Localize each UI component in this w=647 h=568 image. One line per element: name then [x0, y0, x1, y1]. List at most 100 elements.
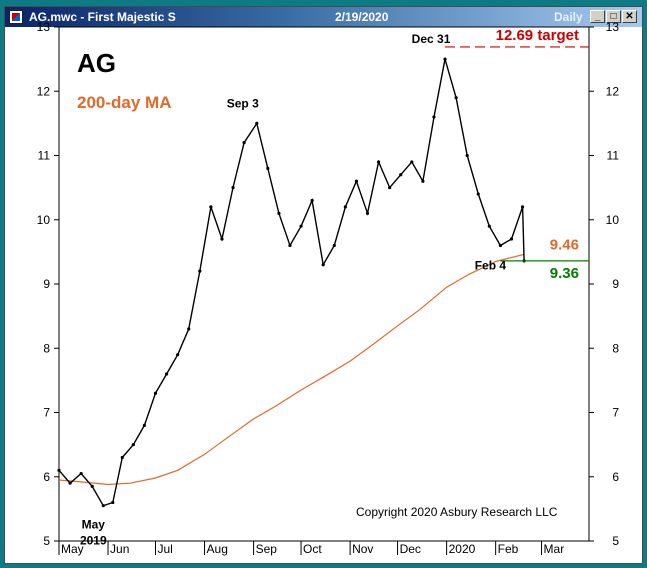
- app-icon[interactable]: [9, 10, 23, 24]
- stock-chart[interactable]: 5 6 7 8 9 10 11 12 13 5 6 7 8 9 10 11 12 13 May Jun Jul Aug…: [5, 7, 642, 563]
- price-point: [220, 237, 224, 241]
- y-tick-label-right: 5: [612, 534, 619, 548]
- price-point: [365, 211, 370, 215]
- y-tick-label-left: 9: [43, 277, 50, 291]
- target-label: 12.69 target: [496, 27, 579, 44]
- price-point: [465, 153, 469, 158]
- price-point: [487, 224, 491, 228]
- month-label: 2020: [449, 542, 476, 556]
- y-tick-label-left: 6: [43, 470, 50, 484]
- price-point: [343, 205, 347, 209]
- title-bar[interactable]: AG.mwc - First Majestic S 2/19/2020 Dail…: [5, 7, 642, 27]
- y-tick-label-right: 10: [606, 213, 620, 227]
- y-tick-label-left: 12: [37, 84, 51, 98]
- y-axis-right: 5 6 7 8 9 10 11 12 13: [589, 20, 619, 548]
- price-point: [187, 327, 191, 331]
- price-series: [57, 57, 526, 508]
- price-line: [58, 58, 525, 507]
- event-label: Sep 3: [227, 96, 259, 110]
- month-label: Sep: [256, 542, 278, 556]
- ma-series: [58, 253, 525, 486]
- price-point: [299, 224, 303, 228]
- price-point: [164, 372, 169, 376]
- price-point: [198, 269, 202, 273]
- price-point: [142, 423, 147, 427]
- window-title: AG.mwc - First Majestic S: [29, 10, 176, 24]
- y-tick-label-right: 8: [612, 341, 619, 355]
- price-point: [410, 160, 414, 164]
- ma-line: [58, 253, 525, 486]
- price-point: [388, 186, 392, 190]
- price-point: [242, 141, 246, 145]
- y-tick-label-left: 13: [37, 20, 51, 34]
- close-button[interactable]: ✕: [622, 10, 637, 23]
- month-label: Dec: [400, 542, 421, 556]
- price-point: [255, 121, 259, 125]
- chart-title: AG: [77, 48, 116, 78]
- window-frequency: Daily: [554, 10, 583, 24]
- y-tick-label-right: 11: [607, 149, 620, 163]
- price-point: [131, 443, 135, 447]
- price-point: [231, 186, 235, 190]
- month-label: Aug: [207, 542, 228, 556]
- price-point: [498, 243, 503, 248]
- chart-window: AG.mwc - First Majestic S 2/19/2020 Dail…: [4, 6, 643, 564]
- event-sublabel: 2019: [80, 534, 107, 548]
- month-label: Mar: [544, 542, 565, 556]
- price-point: [454, 96, 458, 100]
- price-point: [432, 115, 436, 119]
- support-label: 9.36: [550, 265, 579, 282]
- price-point: [476, 192, 480, 196]
- y-tick-label-right: 12: [606, 84, 620, 98]
- price-point: [57, 468, 61, 472]
- price-point: [79, 471, 83, 476]
- y-tick-label-left: 10: [37, 213, 51, 227]
- y-tick-label-left: 7: [43, 406, 50, 420]
- chart-subtitle: 200-day MA: [77, 93, 171, 112]
- price-point: [288, 243, 292, 248]
- price-point: [277, 211, 281, 215]
- event-label: May: [82, 518, 106, 532]
- price-point: [354, 179, 359, 183]
- annotations: 12.69 target 9.36 9.46 Sep 3 Dec 31 Feb 4 May 2…: [80, 27, 589, 548]
- month-label: Jul: [158, 542, 173, 556]
- price-point: [176, 353, 180, 357]
- y-tick-label-right: 6: [612, 470, 619, 484]
- y-tick-label-left: 11: [38, 149, 51, 163]
- price-point: [209, 205, 213, 209]
- month-label: Feb: [498, 542, 519, 556]
- y-tick-label-right: 9: [612, 277, 619, 291]
- ma-value-label: 9.46: [550, 236, 579, 253]
- price-point: [332, 243, 336, 248]
- event-label: Feb 4: [475, 258, 507, 272]
- event-label: Dec 31: [412, 32, 451, 46]
- price-point: [111, 500, 115, 505]
- y-tick-label-left: 8: [43, 341, 50, 355]
- window-date: 2/19/2020: [335, 10, 389, 24]
- month-label: Oct: [303, 542, 322, 556]
- maximize-button[interactable]: □: [606, 10, 621, 23]
- y-tick-label-left: 5: [43, 534, 50, 548]
- y-tick-label-right: 13: [606, 20, 620, 34]
- x-axis-months: May Jun Jul Aug Sep Oct Nov Dec 2020 Feb Mar: [58, 541, 565, 556]
- price-point: [90, 484, 94, 488]
- price-point: [153, 391, 158, 395]
- month-label: Nov: [352, 542, 373, 556]
- price-point: [68, 481, 72, 485]
- price-point: [520, 205, 525, 209]
- y-axis-left: 5 6 7 8 9 10 11 12 13: [37, 20, 59, 548]
- month-label: Jun: [110, 542, 129, 556]
- price-point: [101, 504, 105, 508]
- y-tick-label-right: 7: [612, 406, 619, 420]
- price-point: [421, 179, 425, 183]
- price-point: [321, 263, 325, 267]
- month-label: May: [61, 542, 84, 556]
- price-point: [509, 237, 514, 241]
- copyright-note: Copyright 2020 Asbury Research LLC: [356, 505, 558, 519]
- price-point: [376, 160, 381, 164]
- price-point: [310, 198, 314, 203]
- price-point: [266, 166, 270, 170]
- minimize-button[interactable]: _: [590, 10, 605, 23]
- price-point: [120, 455, 124, 460]
- price-point: [399, 173, 403, 177]
